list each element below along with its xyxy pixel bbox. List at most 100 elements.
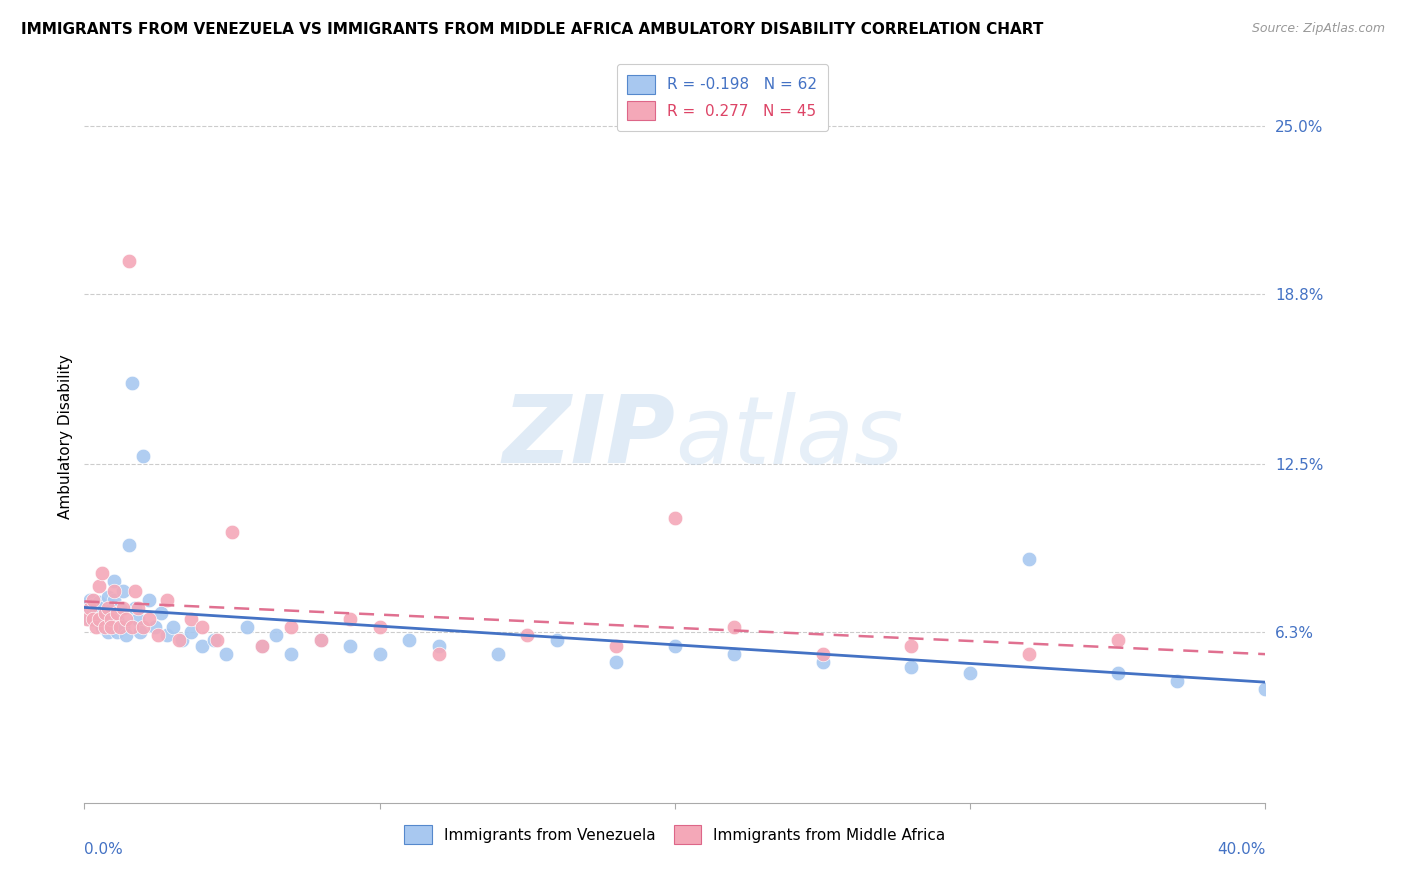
Text: ZIP: ZIP xyxy=(502,391,675,483)
Point xyxy=(427,639,450,653)
Point xyxy=(84,603,107,617)
Point xyxy=(103,592,125,607)
Point xyxy=(108,620,131,634)
Point xyxy=(605,655,627,669)
Point xyxy=(111,584,134,599)
Point xyxy=(664,639,686,653)
Point xyxy=(427,647,450,661)
Point xyxy=(170,633,193,648)
Point xyxy=(309,633,332,648)
Point xyxy=(148,628,170,642)
Point xyxy=(368,647,391,661)
Point xyxy=(105,625,128,640)
Point xyxy=(143,620,166,634)
Point xyxy=(1254,681,1277,696)
Point xyxy=(91,620,114,634)
Text: 40.0%: 40.0% xyxy=(1218,842,1265,856)
Point xyxy=(339,611,361,625)
Point xyxy=(167,633,190,648)
Point xyxy=(124,584,146,599)
Point xyxy=(100,611,122,625)
Text: atlas: atlas xyxy=(675,392,903,483)
Point xyxy=(215,647,238,661)
Point xyxy=(180,625,202,640)
Point xyxy=(129,625,152,640)
Point xyxy=(811,647,834,661)
Point xyxy=(124,600,146,615)
Point xyxy=(87,579,111,593)
Point xyxy=(1166,673,1188,688)
Point xyxy=(103,584,125,599)
Point xyxy=(723,620,745,634)
Point xyxy=(82,611,104,625)
Point xyxy=(900,639,922,653)
Point xyxy=(94,620,117,634)
Point xyxy=(97,625,120,640)
Point xyxy=(207,633,229,648)
Point xyxy=(156,592,179,607)
Point xyxy=(91,600,114,615)
Text: Source: ZipAtlas.com: Source: ZipAtlas.com xyxy=(1251,22,1385,36)
Point xyxy=(114,628,136,642)
Point xyxy=(1018,552,1040,566)
Point xyxy=(118,538,141,552)
Text: 0.0%: 0.0% xyxy=(84,842,124,856)
Point xyxy=(664,511,686,525)
Y-axis label: Ambulatory Disability: Ambulatory Disability xyxy=(58,355,73,519)
Point xyxy=(111,600,134,615)
Point xyxy=(138,611,160,625)
Point xyxy=(1018,647,1040,661)
Point xyxy=(368,620,391,634)
Point xyxy=(280,620,302,634)
Point xyxy=(121,376,143,390)
Point xyxy=(97,590,120,604)
Point xyxy=(191,620,214,634)
Point xyxy=(250,639,273,653)
Point xyxy=(959,665,981,680)
Point xyxy=(1107,633,1129,648)
Point xyxy=(97,600,120,615)
Point xyxy=(87,611,111,625)
Point xyxy=(94,606,117,620)
Point xyxy=(121,620,143,634)
Point xyxy=(516,628,538,642)
Point xyxy=(546,633,568,648)
Point xyxy=(723,647,745,661)
Point xyxy=(398,633,420,648)
Point xyxy=(82,606,104,620)
Point xyxy=(280,647,302,661)
Point xyxy=(221,524,243,539)
Point xyxy=(84,608,107,623)
Point xyxy=(91,566,114,580)
Point xyxy=(84,620,107,634)
Point xyxy=(105,606,128,620)
Point xyxy=(108,600,131,615)
Point xyxy=(127,611,149,625)
Point xyxy=(309,633,332,648)
Point xyxy=(162,620,184,634)
Point xyxy=(339,639,361,653)
Point xyxy=(156,628,179,642)
Point xyxy=(150,606,173,620)
Point xyxy=(79,592,101,607)
Point xyxy=(103,574,125,588)
Point xyxy=(180,611,202,625)
Legend: Immigrants from Venezuela, Immigrants from Middle Africa: Immigrants from Venezuela, Immigrants fr… xyxy=(398,819,952,850)
Point xyxy=(105,611,128,625)
Point xyxy=(236,620,259,634)
Point xyxy=(266,628,288,642)
Point xyxy=(82,598,104,612)
Point xyxy=(76,600,98,615)
Point xyxy=(94,606,117,620)
Point xyxy=(114,611,136,625)
Point xyxy=(138,592,160,607)
Point xyxy=(486,647,509,661)
Point xyxy=(100,620,122,634)
Point xyxy=(87,595,111,609)
Point xyxy=(100,603,122,617)
Point xyxy=(811,655,834,669)
Point xyxy=(79,611,101,625)
Point xyxy=(76,611,98,625)
Point xyxy=(250,639,273,653)
Point xyxy=(191,639,214,653)
